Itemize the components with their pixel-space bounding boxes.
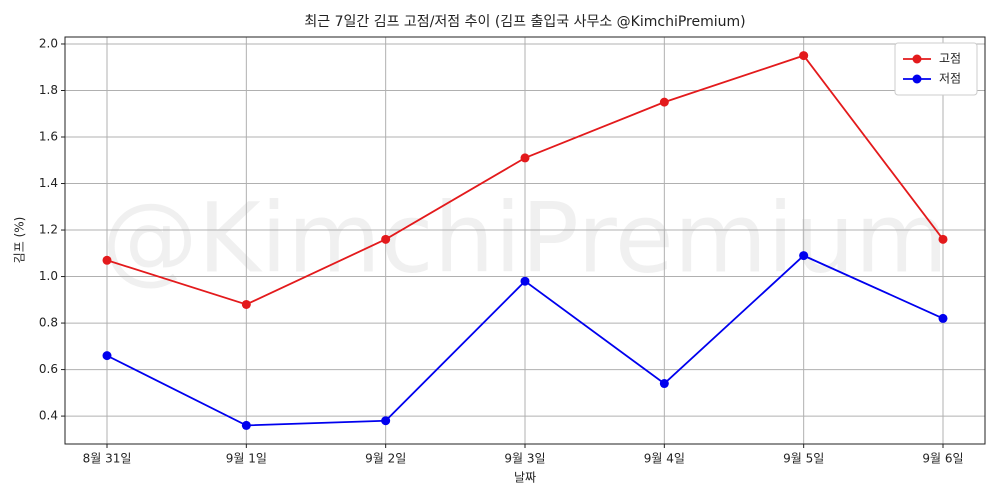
x-tick-label: 9월 2일 — [365, 452, 406, 466]
data-point — [659, 379, 669, 389]
data-point — [241, 299, 251, 309]
y-tick-label: 2.0 — [39, 36, 58, 50]
data-point — [799, 251, 809, 261]
y-tick-label: 0.6 — [39, 362, 58, 376]
x-axis-label: 날짜 — [514, 471, 536, 485]
x-tick-label: 9월 3일 — [504, 452, 545, 466]
data-point — [102, 351, 112, 361]
y-tick-label: 1.0 — [39, 269, 58, 283]
data-point — [659, 97, 669, 107]
legend-label: 고점 — [939, 52, 961, 66]
data-point — [938, 313, 948, 323]
y-tick-label: 0.4 — [39, 409, 58, 423]
x-tick-label: 8월 31일 — [83, 452, 132, 466]
y-tick-label: 1.6 — [39, 130, 58, 144]
x-tick-label: 9월 5일 — [783, 452, 824, 466]
x-tick-label: 9월 6일 — [922, 452, 963, 466]
data-point — [241, 420, 251, 430]
legend-marker — [912, 74, 922, 84]
data-point — [102, 255, 112, 265]
y-tick-label: 1.4 — [39, 176, 58, 190]
legend-box — [894, 42, 978, 96]
data-point — [381, 416, 391, 426]
data-point — [520, 276, 530, 286]
data-point — [938, 234, 948, 244]
y-tick-label: 0.8 — [39, 316, 58, 330]
x-tick-label: 9월 1일 — [226, 452, 267, 466]
legend-label: 저점 — [939, 72, 961, 86]
data-point — [520, 153, 530, 163]
y-tick-label: 1.2 — [39, 223, 58, 237]
data-point — [799, 51, 809, 61]
y-axis-label: 김프 (%) — [13, 217, 27, 264]
data-point — [381, 234, 391, 244]
plot-frame — [64, 36, 986, 445]
legend-marker — [912, 54, 922, 64]
chart-title: 최근 7일간 김프 고점/저점 추이 (김프 출입국 사무소 @KimchiPr… — [304, 14, 745, 30]
x-tick-label: 9월 4일 — [644, 452, 685, 466]
y-tick-label: 1.8 — [39, 83, 58, 97]
